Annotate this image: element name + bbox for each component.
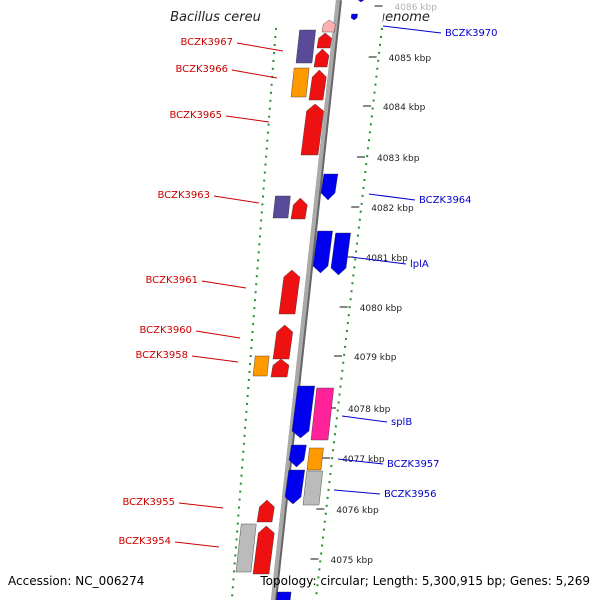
topology-text: Topology: circular; Length: 5,300,915 bp…: [260, 574, 590, 588]
gene-arrow[interactable]: [308, 69, 327, 101]
label-layer: BCZK3967 BCZK3966 BCZK3965 BCZK3963 BCZK3961…: [118, 25, 498, 548]
gene-label-right[interactable]: BCZK3957: [387, 459, 440, 470]
gene-arrow[interactable]: [272, 324, 293, 360]
gene-arrow[interactable]: [270, 358, 290, 378]
gene-arrow[interactable]: [284, 469, 305, 505]
gene-arrow[interactable]: [235, 523, 257, 573]
gene-label-right[interactable]: BCZK3964: [419, 195, 472, 206]
gene-arrow[interactable]: [300, 103, 324, 156]
gene-label-left[interactable]: BCZK3955: [122, 497, 175, 508]
gene-arrow[interactable]: [321, 19, 336, 33]
gene-arrow[interactable]: [306, 447, 324, 471]
tick-label: 4086 kbp: [395, 3, 438, 13]
leader-line: [201, 280, 247, 289]
accession-text: Accession: NC_006274: [8, 574, 145, 588]
gene-arrow[interactable]: [320, 173, 339, 201]
gene-label-left[interactable]: BCZK3965: [169, 110, 222, 121]
gene-arrow[interactable]: [252, 355, 270, 377]
tick-label: 4079 kbp: [354, 353, 397, 363]
gene-arrow[interactable]: [357, 0, 366, 3]
gene-arrow[interactable]: [256, 499, 275, 523]
tick-label: 4084 kbp: [383, 103, 426, 113]
leader-line: [225, 115, 270, 123]
gene-arrow[interactable]: [291, 385, 315, 439]
gene-arrow[interactable]: [272, 195, 291, 219]
tick-label: 4077 kbp: [342, 455, 385, 465]
gene-label-right[interactable]: BCZK3956: [384, 489, 437, 500]
gene-label-left[interactable]: BCZK3966: [175, 64, 228, 75]
gene-label-left[interactable]: BCZK3963: [157, 190, 210, 201]
gene-label-right[interactable]: lplA: [410, 259, 429, 270]
tick-label: 4085 kbp: [389, 54, 432, 64]
gene-arrow[interactable]: [252, 525, 275, 575]
leader-line: [333, 489, 381, 495]
gene-arrow[interactable]: [350, 13, 358, 21]
gene-arrow[interactable]: [302, 470, 323, 506]
gene-arrow[interactable]: [278, 269, 301, 315]
leader-line: [236, 42, 284, 52]
backbone: [271, 0, 340, 600]
tick-label: 4078 kbp: [348, 405, 391, 415]
tick-label: 4082 kbp: [371, 204, 414, 214]
leader-line: [350, 256, 407, 265]
leader-line: [191, 355, 239, 363]
leader-line: [231, 69, 278, 79]
gene-label-left[interactable]: BCZK3958: [135, 350, 188, 361]
gene-arrow[interactable]: [290, 67, 310, 98]
leader-line: [341, 415, 388, 423]
gene-layer: [235, 0, 366, 600]
tick-label: 4080 kbp: [360, 304, 403, 314]
gene-arrow[interactable]: [276, 591, 292, 600]
gene-arrow[interactable]: [310, 387, 334, 441]
tick-label: 4081 kbp: [365, 254, 408, 264]
gene-label-left[interactable]: BCZK3960: [139, 325, 192, 336]
tick-label: 4083 kbp: [377, 154, 420, 164]
gene-arrow[interactable]: [316, 32, 332, 49]
gene-arrow[interactable]: [312, 230, 333, 274]
gene-label-left[interactable]: BCZK3954: [118, 536, 171, 547]
leader-line: [382, 25, 442, 34]
gene-label-right[interactable]: BCZK3970: [445, 28, 498, 39]
leader-line: [213, 195, 260, 204]
leader-line: [368, 193, 416, 201]
gene-arrow[interactable]: [313, 48, 330, 68]
leader-line: [195, 330, 241, 339]
gene-arrow[interactable]: [295, 29, 316, 64]
gene-label-right[interactable]: splB: [391, 417, 412, 428]
tick-label: 4075 kbp: [331, 556, 374, 566]
gene-label-left[interactable]: BCZK3967: [180, 37, 233, 48]
gene-label-left[interactable]: BCZK3961: [145, 275, 198, 286]
leader-line: [174, 541, 220, 548]
leader-line: [178, 502, 224, 509]
tick-label: 4076 kbp: [336, 506, 379, 516]
gene-arrow[interactable]: [288, 444, 307, 468]
gene-arrow[interactable]: [330, 232, 351, 276]
gene-arrow[interactable]: [290, 197, 308, 220]
leader-line: [337, 458, 384, 465]
